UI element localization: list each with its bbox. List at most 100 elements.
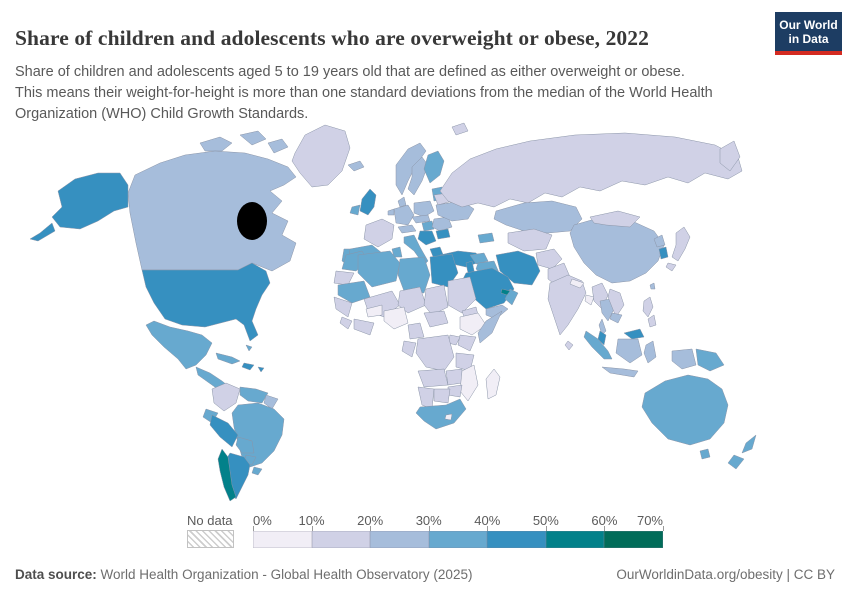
legend-no-data[interactable]: No data: [187, 513, 234, 548]
country-malaysia-borneo[interactable]: [623, 328, 645, 340]
country-uruguay[interactable]: [251, 466, 263, 476]
country-namibia[interactable]: [417, 386, 435, 410]
country-australia[interactable]: [641, 374, 729, 446]
country-madagascar[interactable]: [485, 368, 501, 400]
country-philippines-south[interactable]: [647, 314, 657, 328]
country-indonesia-borneo[interactable]: [615, 338, 643, 364]
country-svalbard[interactable]: [451, 122, 469, 136]
country-thailand[interactable]: [599, 298, 615, 322]
country-greenland[interactable]: [291, 124, 351, 188]
country-kenya[interactable]: [457, 334, 477, 352]
country-germany[interactable]: [393, 204, 415, 226]
country-central-asia[interactable]: [507, 228, 553, 252]
country-venezuela[interactable]: [239, 386, 269, 404]
country-malaysia-peninsula[interactable]: [597, 330, 607, 346]
country-south-korea[interactable]: [658, 246, 669, 260]
country-colombia[interactable]: [211, 382, 241, 412]
country-arctic-islands[interactable]: [239, 130, 267, 146]
country-yemen[interactable]: [485, 304, 509, 320]
country-india[interactable]: [547, 274, 587, 336]
country-somalia[interactable]: [477, 310, 503, 344]
country-chile[interactable]: [217, 448, 237, 502]
country-bangladesh[interactable]: [584, 294, 595, 306]
country-bahamas[interactable]: [245, 344, 253, 352]
country-dr-congo[interactable]: [415, 334, 455, 372]
country-sweden[interactable]: [407, 156, 429, 196]
legend-bar[interactable]: [253, 531, 664, 548]
country-niger[interactable]: [397, 286, 427, 314]
country-russia[interactable]: [439, 132, 743, 208]
country-nigeria[interactable]: [383, 306, 409, 330]
owid-logo[interactable]: Our World in Data: [775, 12, 842, 55]
legend-band-swatch[interactable]: [604, 531, 664, 548]
country-indonesia-papua[interactable]: [671, 348, 697, 370]
legend-color-scale[interactable]: 0% 10% 20% 30% 40% 50% 60% 70%: [253, 513, 667, 551]
country-new-zealand-north[interactable]: [741, 434, 757, 454]
country-tunisia[interactable]: [391, 246, 403, 258]
country-ireland[interactable]: [349, 204, 361, 216]
country-chad[interactable]: [423, 284, 449, 316]
country-ethiopia[interactable]: [459, 312, 487, 336]
country-japan-south[interactable]: [665, 262, 677, 272]
country-kazakhstan[interactable]: [493, 200, 583, 234]
country-peru[interactable]: [209, 414, 239, 448]
country-bolivia[interactable]: [235, 436, 255, 454]
country-usa[interactable]: [141, 262, 271, 342]
country-cameroon[interactable]: [407, 322, 425, 340]
legend-band-swatch[interactable]: [253, 531, 312, 548]
country-finland[interactable]: [423, 150, 445, 184]
country-iceland[interactable]: [347, 160, 365, 172]
country-canada[interactable]: [127, 150, 297, 272]
country-cuba[interactable]: [215, 352, 241, 365]
country-philippines[interactable]: [642, 296, 654, 318]
country-united-kingdom[interactable]: [359, 188, 377, 216]
country-alaska-usa[interactable]: [51, 172, 129, 230]
country-botswana[interactable]: [433, 388, 451, 404]
legend-band-swatch[interactable]: [487, 531, 546, 548]
country-uae-qatar[interactable]: [500, 288, 511, 296]
country-czechia-slovakia[interactable]: [411, 214, 431, 224]
country-cote-divoire-ghana[interactable]: [353, 318, 375, 336]
country-japan[interactable]: [671, 226, 691, 262]
country-north-korea[interactable]: [653, 234, 666, 248]
country-hungary[interactable]: [421, 220, 435, 232]
country-caucasus[interactable]: [477, 232, 495, 244]
country-sri-lanka[interactable]: [564, 340, 574, 351]
legend-band-swatch[interactable]: [311, 531, 371, 548]
country-gabon-congo[interactable]: [401, 340, 417, 358]
country-russia-kamchatka[interactable]: [719, 140, 741, 172]
country-burkina-faso[interactable]: [365, 304, 383, 318]
no-data-swatch[interactable]: [187, 530, 234, 548]
country-nepal[interactable]: [569, 278, 585, 289]
legend-band-swatch[interactable]: [370, 531, 429, 548]
country-algeria[interactable]: [357, 250, 401, 288]
legend-band-swatch[interactable]: [428, 531, 488, 548]
country-zimbabwe[interactable]: [447, 384, 463, 398]
country-sierra-leone-liberia[interactable]: [339, 316, 353, 330]
country-mexico[interactable]: [145, 320, 213, 370]
country-switzerland-austria[interactable]: [397, 224, 417, 234]
country-south-africa[interactable]: [415, 398, 467, 430]
country-denmark[interactable]: [397, 196, 407, 208]
country-puerto-rico[interactable]: [257, 366, 265, 373]
country-papua-new-guinea[interactable]: [695, 348, 725, 372]
country-benelux[interactable]: [387, 208, 395, 216]
legend-band-swatch[interactable]: [545, 531, 605, 548]
country-central-african-republic[interactable]: [423, 310, 449, 328]
country-bulgaria[interactable]: [435, 228, 451, 240]
country-indonesia-java[interactable]: [601, 366, 639, 378]
country-china[interactable]: [569, 216, 665, 284]
country-france[interactable]: [363, 218, 395, 248]
country-libya[interactable]: [397, 256, 431, 294]
country-mozambique[interactable]: [459, 364, 479, 402]
country-hispaniola[interactable]: [241, 362, 255, 371]
country-indonesia-sulawesi[interactable]: [643, 340, 657, 364]
country-mongolia[interactable]: [589, 210, 641, 228]
country-sudan[interactable]: [447, 276, 477, 314]
country-tasmania[interactable]: [699, 448, 711, 460]
country-senegal-guinea[interactable]: [333, 296, 353, 318]
country-balkans[interactable]: [417, 230, 437, 246]
country-lesotho[interactable]: [444, 413, 453, 421]
country-zambia[interactable]: [445, 368, 463, 386]
attribution-link[interactable]: OurWorldinData.org/obesity | CC BY: [616, 567, 835, 582]
